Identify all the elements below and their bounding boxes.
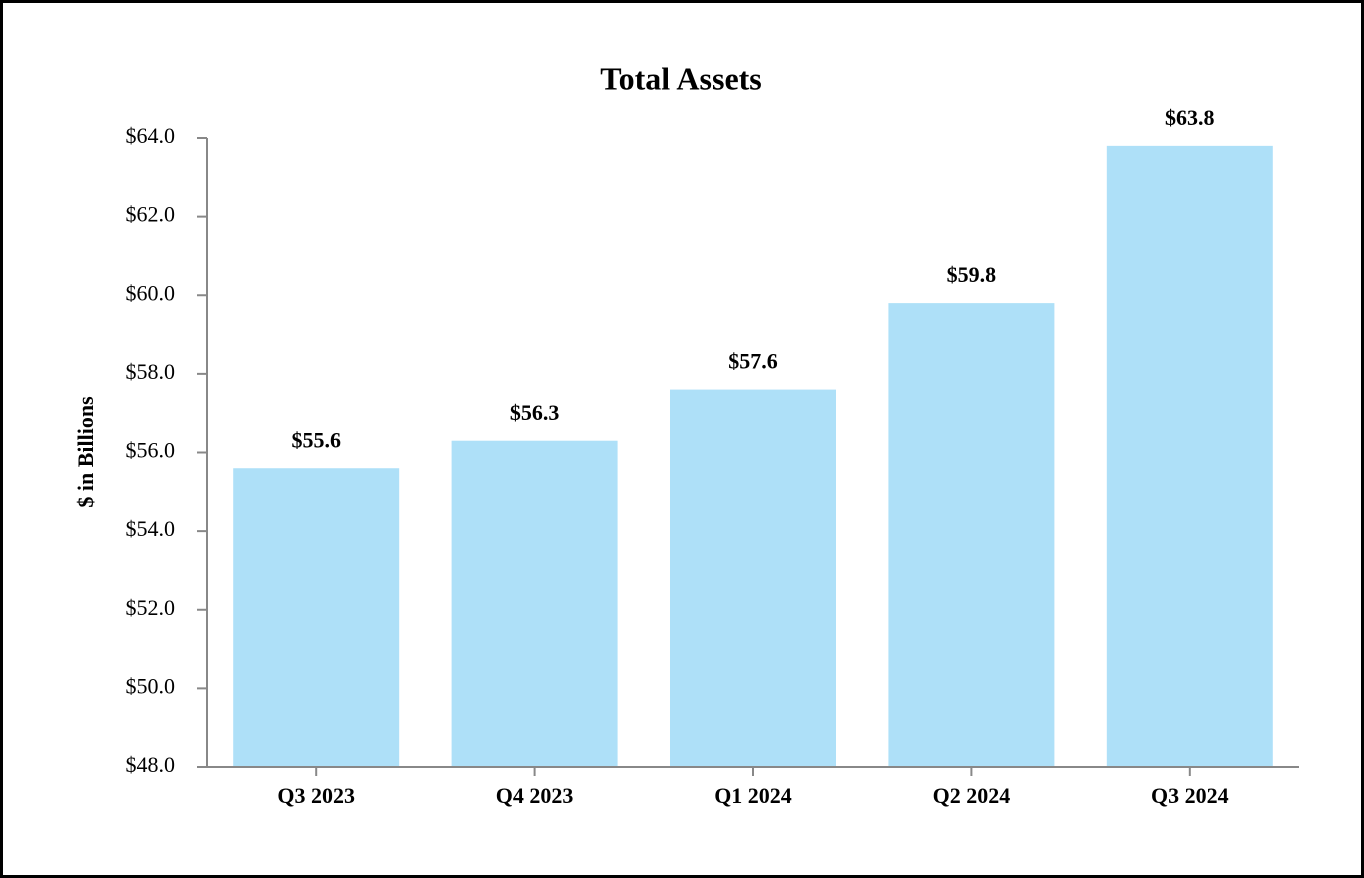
x-tick-label: Q3 2023 bbox=[277, 783, 355, 808]
y-tick-label: $52.0 bbox=[126, 595, 176, 620]
y-tick-label: $48.0 bbox=[126, 752, 176, 777]
value-label: $56.3 bbox=[510, 400, 560, 425]
x-tick-label: Q3 2024 bbox=[1151, 783, 1229, 808]
value-label: $59.8 bbox=[947, 262, 997, 287]
y-tick-label: $64.0 bbox=[126, 123, 176, 148]
chart-title: Total Assets bbox=[600, 60, 762, 96]
bar bbox=[451, 440, 618, 767]
y-tick-label: $50.0 bbox=[126, 673, 176, 698]
x-tick-label: Q4 2023 bbox=[496, 783, 574, 808]
value-label: $63.8 bbox=[1165, 105, 1215, 130]
value-label: $55.6 bbox=[291, 427, 341, 452]
value-label: $57.6 bbox=[728, 349, 778, 374]
bar bbox=[1106, 145, 1273, 768]
y-axis-label: $ in Billions bbox=[73, 396, 98, 508]
y-tick-label: $56.0 bbox=[126, 438, 176, 463]
bar bbox=[233, 468, 400, 767]
y-tick-label: $62.0 bbox=[126, 202, 176, 227]
y-tick-label: $60.0 bbox=[126, 280, 176, 305]
y-tick-label: $54.0 bbox=[126, 516, 176, 541]
bar bbox=[888, 303, 1055, 767]
x-tick-label: Q1 2024 bbox=[714, 783, 792, 808]
bar bbox=[670, 389, 836, 767]
x-tick-label: Q2 2024 bbox=[933, 783, 1011, 808]
y-tick-label: $58.0 bbox=[126, 359, 176, 384]
